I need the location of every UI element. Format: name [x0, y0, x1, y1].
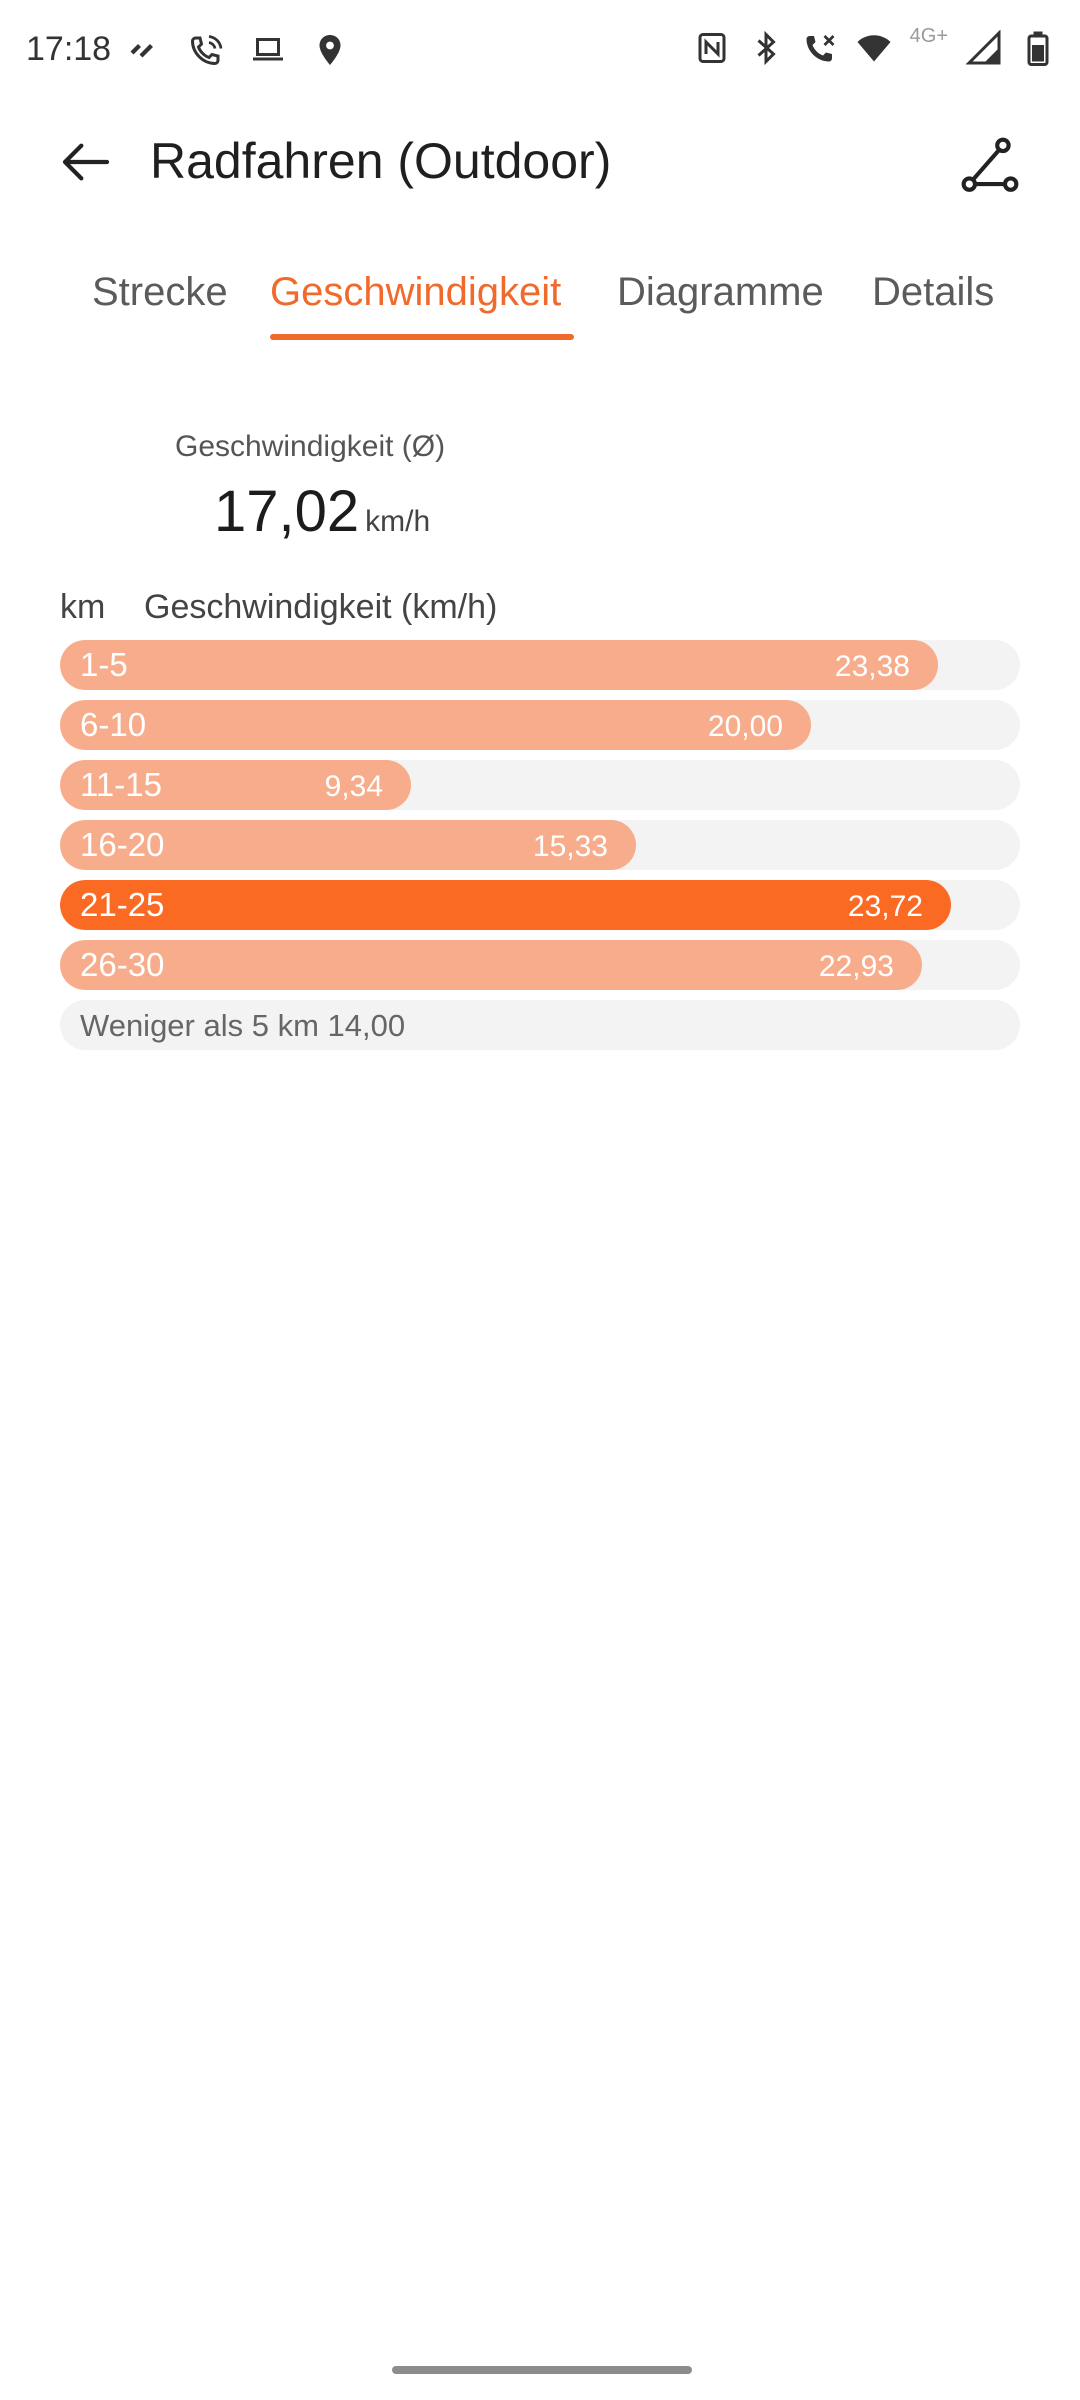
- remainder-text: Weniger als 5 km 14,00: [80, 1008, 406, 1043]
- volte-call-icon: [802, 28, 838, 68]
- speed-rows: 1-5 23,38 6-10 20,00 11-15 9,34 16-20 15,33 21-2…: [60, 640, 1020, 1060]
- speed-bar-best: [60, 880, 951, 930]
- tab-geschwindigkeit[interactable]: Geschwindigkeit: [270, 270, 562, 314]
- bluetooth-icon: [748, 28, 784, 68]
- status-left-icons: [126, 30, 348, 70]
- status-bar: 17:18 4G+: [0, 0, 1080, 100]
- average-speed-number: 17,02: [214, 479, 360, 544]
- speed-value-label: 9,34: [324, 770, 383, 803]
- nfc-icon: [694, 28, 730, 68]
- average-speed-value: 17,02 km/h: [214, 478, 430, 545]
- double-check-icon: [126, 30, 162, 70]
- home-indicator[interactable]: [392, 2366, 692, 2374]
- back-button[interactable]: [54, 130, 118, 194]
- tab-diagramme[interactable]: Diagramme: [617, 270, 824, 314]
- route-button[interactable]: [954, 130, 1026, 202]
- active-tab-indicator: [270, 334, 574, 340]
- signal-icon: [966, 28, 1002, 68]
- speed-row: 11-15 9,34: [60, 760, 1020, 810]
- average-speed-label: Geschwindigkeit (Ø): [175, 430, 446, 463]
- battery-icon: [1020, 28, 1056, 68]
- speed-bar: [60, 940, 922, 990]
- location-pin-icon: [312, 30, 348, 70]
- back-arrow-icon: [62, 143, 110, 181]
- wifi-call-icon: [188, 30, 224, 70]
- speed-value-label: 22,93: [818, 950, 894, 983]
- km-range-label: 11-15: [80, 766, 162, 803]
- speed-bar: [60, 760, 411, 810]
- status-right-icons: 4G+: [694, 24, 1056, 68]
- wifi-icon: [856, 28, 892, 68]
- remainder-row: Weniger als 5 km 14,00: [60, 1000, 1020, 1050]
- speed-row: 21-25 23,72: [60, 880, 1020, 930]
- laptop-icon: [250, 30, 286, 70]
- speed-value-label: 23,38: [834, 650, 910, 683]
- km-range-label: 6-10: [80, 706, 147, 743]
- column-km: km: [60, 588, 106, 626]
- app-bar: Radfahren (Outdoor): [0, 110, 1080, 210]
- average-speed-unit: km/h: [365, 505, 431, 538]
- network-type-label: 4G+: [909, 24, 948, 47]
- tab-details[interactable]: Details: [872, 270, 995, 314]
- speed-value-label: 20,00: [707, 710, 783, 743]
- page-title: Radfahren (Outdoor): [150, 133, 612, 189]
- tab-strecke[interactable]: Strecke: [92, 270, 228, 314]
- speed-bar: [60, 820, 636, 870]
- speed-row: 16-20 15,33: [60, 820, 1020, 870]
- speed-list-header: km Geschwindigkeit (km/h): [60, 588, 497, 627]
- tab-bar: Strecke Geschwindigkeit Diagramme Detail…: [0, 270, 1080, 350]
- km-range-label: 16-20: [80, 826, 165, 863]
- speed-row: 1-5 23,38: [60, 640, 1020, 690]
- speed-value-label: 23,72: [847, 890, 923, 923]
- route-icon: [961, 137, 1019, 192]
- speed-row: 26-30 22,93: [60, 940, 1020, 990]
- km-range-label: 1-5: [80, 646, 128, 683]
- km-range-label: 21-25: [80, 886, 165, 923]
- status-time: 17:18: [26, 30, 112, 68]
- km-range-label: 26-30: [80, 946, 165, 983]
- speed-row: 6-10 20,00: [60, 700, 1020, 750]
- column-speed: Geschwindigkeit (km/h): [144, 588, 498, 626]
- speed-value-label: 15,33: [532, 830, 608, 863]
- speed-bar: [60, 700, 811, 750]
- speed-bar: [60, 640, 938, 690]
